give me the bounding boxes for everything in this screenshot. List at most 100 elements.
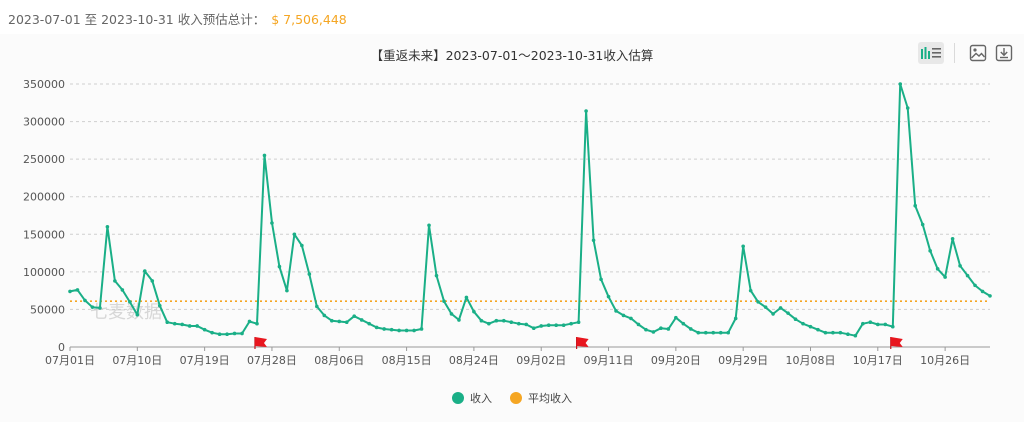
data-point: [539, 324, 544, 328]
data-point: [315, 304, 319, 309]
download-button[interactable]: [991, 42, 1017, 64]
data-point: [464, 295, 469, 300]
data-point: [621, 313, 626, 318]
data-point: [614, 309, 618, 313]
data-point: [801, 321, 805, 326]
data-point: [569, 321, 573, 326]
y-tick-label: 250000: [23, 153, 65, 166]
revenue-summary: 2023-07-01 至 2023-10-31 收入预估总计： $ 7,506,4…: [8, 9, 347, 28]
data-point: [689, 327, 693, 331]
data-point: [561, 323, 566, 328]
data-point: [322, 313, 327, 318]
data-point: [494, 318, 499, 323]
data-point: [487, 321, 491, 326]
data-point: [763, 305, 768, 309]
data-point: [397, 328, 401, 333]
y-tick-label: 50000: [30, 303, 65, 316]
x-tick-label: 09月20日: [651, 354, 701, 367]
data-point: [83, 298, 87, 303]
data-point: [876, 322, 880, 327]
flag-cloth: [576, 337, 589, 347]
data-point: [307, 272, 312, 276]
data-point: [584, 109, 588, 113]
data-point: [913, 203, 918, 208]
legend-item-average[interactable]: 平均收入: [510, 390, 572, 406]
x-tick-label: 07月10日: [112, 354, 162, 367]
data-point: [778, 306, 783, 310]
data-point: [247, 319, 252, 324]
x-tick-label: 08月24日: [449, 354, 499, 367]
x-tick-label: 09月11日: [584, 354, 634, 367]
data-point: [202, 327, 207, 332]
data-point: [292, 232, 297, 237]
data-point: [629, 316, 633, 321]
legend-item-revenue[interactable]: 收入: [452, 390, 492, 406]
x-tick-label: 09月02日: [516, 354, 566, 367]
x-tick-label: 10月17日: [853, 354, 903, 367]
x-tick-label: 09月29日: [718, 354, 768, 367]
legend-swatch-average: [510, 392, 522, 404]
data-point: [329, 318, 334, 323]
data-point: [472, 309, 476, 314]
data-point: [644, 327, 648, 332]
download-icon: [995, 44, 1013, 62]
data-point: [980, 289, 985, 294]
data-point: [157, 303, 162, 308]
summary-total: $ 7,506,448: [271, 12, 347, 27]
data-point: [816, 327, 820, 332]
x-tick-label: 10月26日: [920, 354, 970, 367]
x-tick-label: 08月06日: [314, 354, 364, 367]
data-point: [786, 311, 790, 315]
legend-swatch-revenue: [452, 392, 464, 404]
data-point: [524, 322, 529, 327]
chart-view-toggle[interactable]: [918, 42, 944, 64]
y-tick-label: 0: [58, 341, 65, 354]
y-axis-ticks: 0 50000 100000 150000 200000 250000 300000 3500…: [23, 78, 65, 354]
data-point: [142, 269, 147, 273]
data-point: [950, 236, 955, 241]
data-point: [741, 244, 745, 249]
data-point: [105, 224, 110, 229]
x-tick-label: 08月15日: [382, 354, 432, 367]
watermark: 七麦数据: [90, 302, 162, 323]
data-point: [853, 333, 858, 338]
y-tick-label: 300000: [23, 116, 65, 129]
data-point: [240, 331, 244, 336]
data-point: [606, 294, 611, 299]
data-point: [352, 314, 357, 318]
y-tick-label: 350000: [23, 78, 65, 91]
flag-icon: [254, 337, 267, 349]
data-point: [831, 330, 835, 335]
data-point: [898, 82, 903, 86]
data-point: [928, 249, 932, 253]
data-point: [217, 332, 222, 337]
data-point: [546, 323, 551, 328]
chart-toolbar: [918, 42, 1017, 64]
x-axis: 07月01日 07月10日 07月19日 07月28日 08月06日 08月15日 08月2…: [45, 346, 990, 367]
data-point: [703, 330, 708, 335]
toolbar-divider: [954, 43, 955, 63]
data-point: [554, 323, 558, 328]
data-point: [442, 299, 446, 303]
data-point: [479, 318, 484, 323]
data-point: [300, 243, 304, 248]
data-point: [367, 321, 371, 326]
chart-title: 【重返未来】2023-07-01～2023-10-31收入估算: [370, 48, 654, 63]
data-point: [711, 330, 716, 335]
data-point: [965, 273, 970, 278]
data-point: [135, 312, 140, 317]
data-point: [285, 288, 289, 293]
data-point: [389, 327, 394, 332]
y-tick-label: 150000: [23, 228, 65, 241]
data-point: [531, 326, 536, 331]
data-point: [905, 106, 910, 110]
data-point: [651, 330, 656, 334]
revenue-series: [68, 82, 992, 338]
bar-chart-icon: [921, 47, 941, 59]
data-point: [793, 317, 798, 321]
flag-cloth: [890, 337, 903, 347]
x-tick-label: 10月08日: [785, 354, 835, 367]
save-image-button[interactable]: [965, 42, 991, 64]
data-point: [861, 321, 865, 326]
data-point: [576, 320, 581, 325]
